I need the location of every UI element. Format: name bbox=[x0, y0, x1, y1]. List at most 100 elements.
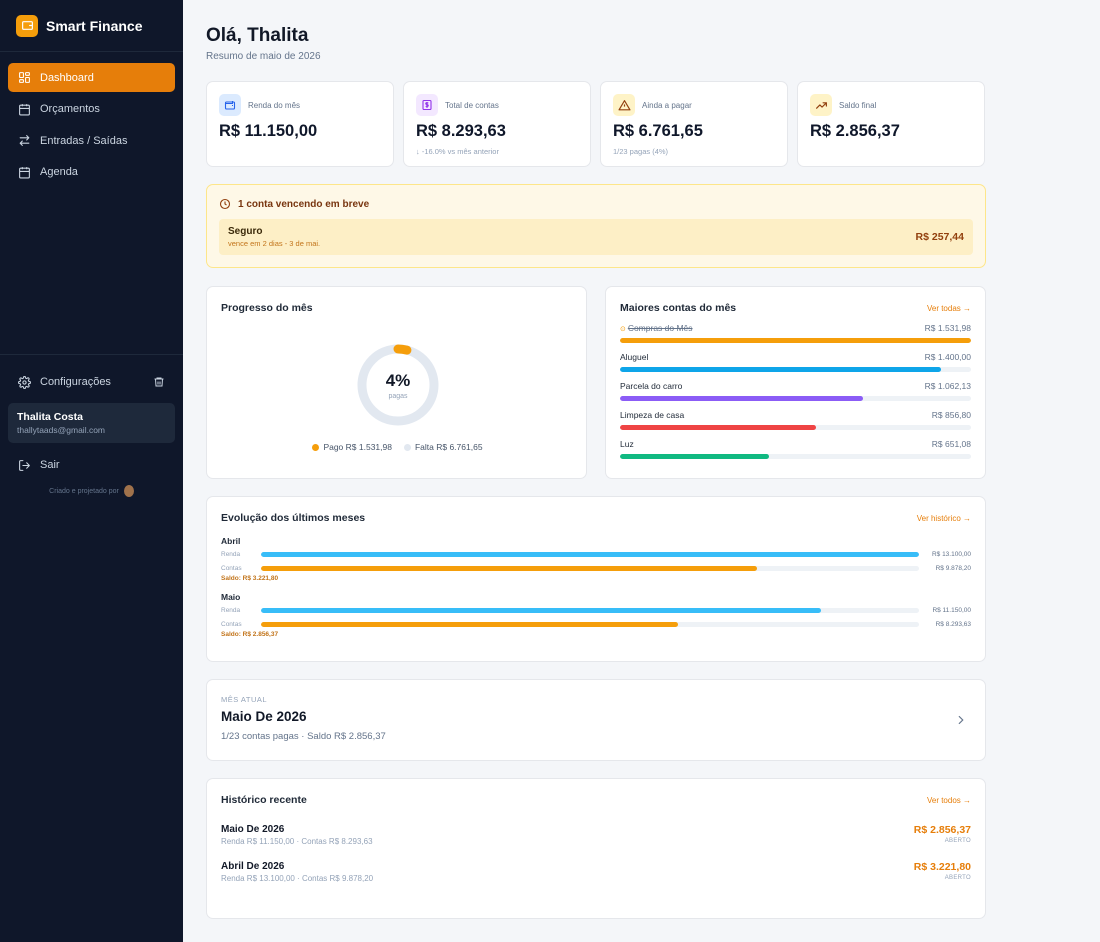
sidebar-item-dashboard[interactable]: Dashboard bbox=[8, 63, 175, 92]
bill-item[interactable]: Luz R$ 651,08 bbox=[620, 438, 971, 459]
progress-percent: 4% bbox=[385, 370, 411, 390]
history-row-status: ABERTO bbox=[944, 875, 971, 881]
bill-amount: R$ 651,08 bbox=[931, 439, 971, 449]
dashboard-icon bbox=[19, 72, 30, 83]
bill-name: Luz bbox=[620, 439, 634, 449]
evolution-income-row: Renda R$ 11.150,00 bbox=[221, 604, 971, 616]
wallet-logo-icon bbox=[16, 14, 38, 37]
bill-item[interactable]: Aluguel R$ 1.400,00 bbox=[620, 351, 971, 372]
month-name: Abril bbox=[221, 536, 241, 546]
history-row[interactable]: Abril De 2026 Renda R$ 13.100,00 · Conta… bbox=[221, 861, 971, 883]
progress-card: Progresso do mês 4% pagas Pago R$ 1.531,… bbox=[206, 286, 587, 479]
progress-title: Progresso do mês bbox=[221, 302, 313, 314]
alert-title: 1 conta vencendo em breve bbox=[238, 198, 370, 210]
evolution-bills-row: Contas R$ 9.878,20 bbox=[221, 562, 971, 574]
due-soon-alert: 1 conta vencendo em breve Seguro vence e… bbox=[206, 184, 986, 268]
stat-value: R$ 11.150,00 bbox=[219, 122, 318, 140]
stat-note: ↓ -16.0% vs mês anterior bbox=[416, 147, 499, 156]
bill-bar-track bbox=[620, 367, 971, 372]
evolution-bar-track bbox=[261, 607, 919, 613]
evolution-row-label: Contas bbox=[221, 564, 242, 572]
dollar-icon bbox=[416, 94, 438, 116]
month-name: Maio bbox=[221, 592, 241, 602]
bill-bar-fill bbox=[620, 425, 817, 430]
sidebar-item-orcamentos[interactable]: Orçamentos bbox=[8, 95, 175, 124]
sidebar-item-label: Entradas / Saídas bbox=[40, 134, 128, 147]
current-month-card[interactable]: MÊS ATUAL Maio De 2026 1/23 contas pagas… bbox=[206, 679, 986, 761]
view-all-history-link[interactable]: Ver todos → bbox=[926, 795, 971, 805]
bill-item[interactable]: Parcela do carro R$ 1.062,13 bbox=[620, 380, 971, 401]
legend-missing: Falta R$ 6.761,65 bbox=[403, 442, 483, 452]
evolution-row-label: Renda bbox=[221, 550, 241, 558]
legend-missing-dot bbox=[403, 444, 411, 451]
evolution-income-row: Renda R$ 13.100,00 bbox=[221, 548, 971, 560]
bill-bar-track bbox=[620, 425, 971, 430]
legend-paid: Pago R$ 1.531,98 bbox=[312, 442, 392, 452]
legend-paid-label: Pago R$ 1.531,98 bbox=[323, 442, 392, 452]
logout-icon bbox=[19, 459, 30, 471]
stat-card-ainda-pagar: Ainda a pagar R$ 6.761,65 1/23 pagas (4%… bbox=[600, 81, 788, 167]
history-row[interactable]: Maio De 2026 Renda R$ 11.150,00 · Contas… bbox=[221, 824, 971, 846]
bill-name: ⊙ Compras do Mês bbox=[620, 323, 693, 333]
legend-missing-label: Falta R$ 6.761,65 bbox=[414, 442, 483, 452]
trash-icon[interactable] bbox=[153, 376, 165, 388]
stat-label: Saldo final bbox=[839, 100, 877, 110]
bill-name: Parcela do carro bbox=[620, 381, 683, 391]
history-row-amount: R$ 3.221,80 bbox=[913, 861, 971, 873]
user-name: Thalita Costa bbox=[17, 411, 83, 423]
sidebar-footer: Configurações Thalita Costa thallytaads@… bbox=[0, 354, 183, 497]
bill-name: Aluguel bbox=[620, 352, 649, 362]
history-row-sub: Renda R$ 13.100,00 · Contas R$ 9.878,20 bbox=[221, 874, 374, 883]
history-title: Histórico recente bbox=[221, 794, 307, 806]
evolution-bar-track bbox=[261, 551, 919, 557]
evolution-row-value: R$ 11.150,00 bbox=[932, 606, 971, 614]
bill-item[interactable]: Limpeza de casa R$ 856,80 bbox=[620, 409, 971, 430]
brand[interactable]: Smart Finance bbox=[0, 0, 183, 52]
bill-bar-fill bbox=[620, 367, 941, 372]
current-month-title: Maio De 2026 bbox=[221, 709, 307, 724]
evolution-bills-row: Contas R$ 8.293,63 bbox=[221, 618, 971, 630]
clock-icon bbox=[219, 198, 231, 210]
calendar-icon bbox=[19, 103, 30, 116]
progress-donut: 4% pagas bbox=[355, 342, 441, 428]
evolution-row-label: Contas bbox=[221, 620, 242, 628]
view-history-link[interactable]: Ver histórico → bbox=[916, 513, 971, 523]
stat-value: R$ 6.761,65 bbox=[613, 122, 703, 140]
bills-list: ⊙ Compras do Mês R$ 1.531,98 Aluguel R$ 1.4… bbox=[620, 322, 971, 459]
settings-button[interactable]: Configurações bbox=[18, 375, 111, 389]
logout-label: Sair bbox=[40, 459, 60, 471]
bill-amount: R$ 1.531,98 bbox=[924, 323, 971, 333]
history-row-sub: Renda R$ 11.150,00 · Contas R$ 8.293,63 bbox=[221, 837, 373, 846]
arrows-icon bbox=[19, 135, 30, 147]
bill-bar-track bbox=[620, 454, 971, 459]
sidebar-item-entradas-saidas[interactable]: Entradas / Saídas bbox=[8, 126, 175, 155]
evolution-row-value: R$ 13.100,00 bbox=[931, 550, 971, 558]
bill-bar-fill bbox=[620, 338, 971, 343]
bill-amount: R$ 856,80 bbox=[931, 410, 971, 420]
logout-button[interactable]: Sair bbox=[8, 455, 175, 475]
paid-check-icon: ⊙ bbox=[620, 326, 628, 333]
stat-label: Total de contas bbox=[445, 100, 499, 110]
evolution-row-value: R$ 8.293,63 bbox=[935, 620, 971, 628]
stat-note: 1/23 pagas (4%) bbox=[613, 147, 669, 156]
evolution-card: Evolução dos últimos meses Ver histórico… bbox=[206, 496, 986, 662]
chevron-right-icon[interactable] bbox=[954, 713, 968, 727]
current-month-subtitle: 1/23 contas pagas · Saldo R$ 2.856,37 bbox=[221, 731, 386, 742]
sidebar-nav: Dashboard Orçamentos Entradas / Saídas A… bbox=[0, 52, 183, 187]
stat-value: R$ 8.293,63 bbox=[416, 122, 506, 140]
evolution-row-label: Renda bbox=[221, 606, 241, 614]
bill-amount: R$ 1.062,13 bbox=[924, 381, 971, 391]
view-all-bills-link[interactable]: Ver todas → bbox=[926, 303, 971, 313]
sidebar-item-label: Agenda bbox=[40, 166, 78, 179]
evolution-month: Abril Renda R$ 13.100,00 Contas R$ 9.878,20 S… bbox=[221, 536, 971, 582]
user-card[interactable]: Thalita Costa thallytaads@gmail.com bbox=[8, 403, 175, 443]
progress-legend: Pago R$ 1.531,98 Falta R$ 6.761,65 bbox=[207, 442, 588, 452]
bill-item[interactable]: ⊙ Compras do Mês R$ 1.531,98 bbox=[620, 322, 971, 343]
evolution-list: Abril Renda R$ 13.100,00 Contas R$ 9.878,20 S… bbox=[221, 536, 971, 638]
gear-icon bbox=[18, 375, 31, 389]
evolution-bar-track bbox=[261, 621, 919, 627]
sidebar-item-agenda[interactable]: Agenda bbox=[8, 158, 175, 187]
due-bill-item[interactable]: Seguro vence em 2 dias - 3 de mai. R$ 25… bbox=[219, 219, 973, 255]
bill-bar-fill bbox=[620, 396, 864, 401]
bill-name: Limpeza de casa bbox=[620, 410, 685, 420]
